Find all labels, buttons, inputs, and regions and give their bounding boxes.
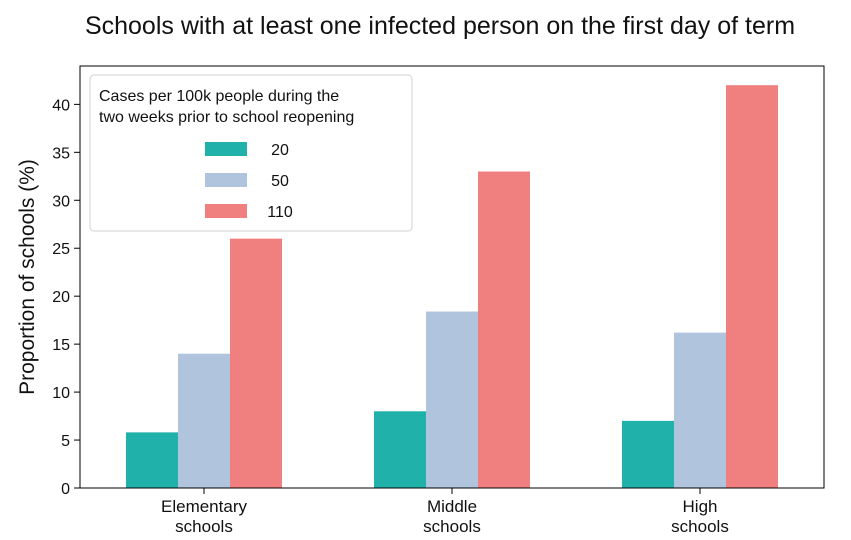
bar-50-0 bbox=[178, 353, 230, 488]
legend-box bbox=[89, 74, 413, 232]
y-axis-label: Proportion of schools (%) bbox=[16, 159, 39, 395]
bar-110-2 bbox=[726, 85, 778, 488]
y-tick-label: 5 bbox=[61, 433, 70, 450]
x-tick-label: Elementary schools bbox=[161, 497, 247, 536]
y-tick-label: 20 bbox=[52, 289, 70, 306]
legend-label-20: 20 bbox=[271, 142, 289, 159]
bar-110-0 bbox=[230, 238, 282, 488]
y-tick-label: 35 bbox=[52, 145, 70, 162]
legend-swatch-50 bbox=[205, 173, 247, 187]
bar-20-1 bbox=[374, 411, 426, 488]
bar-20-0 bbox=[126, 432, 178, 488]
legend-label-110: 110 bbox=[267, 204, 293, 221]
bar-50-1 bbox=[426, 311, 478, 488]
chart-title: Schools with at least one infected perso… bbox=[85, 12, 795, 40]
x-tick-label: High schools bbox=[671, 497, 729, 536]
plot-area: 0 5 10 15 20 25 30 35 40 Elementary schools Middle s… bbox=[52, 65, 825, 536]
x-tick-label: Middle schools bbox=[423, 497, 481, 536]
y-tick-label: 15 bbox=[52, 337, 70, 354]
y-tick-label: 0 bbox=[61, 481, 70, 498]
legend-swatch-20 bbox=[205, 142, 247, 156]
bar-20-2 bbox=[622, 420, 674, 488]
y-tick-label: 30 bbox=[52, 193, 70, 210]
legend: Cases per 100k people during the two week… bbox=[89, 74, 413, 232]
legend-title: Cases per 100k people during the two week… bbox=[99, 88, 354, 126]
legend-swatch-110 bbox=[205, 204, 247, 218]
bar-110-1 bbox=[478, 171, 530, 488]
legend-label-50: 50 bbox=[271, 173, 289, 190]
y-tick-label: 40 bbox=[52, 97, 70, 114]
y-tick-label: 10 bbox=[52, 385, 70, 402]
bar-50-2 bbox=[674, 332, 726, 488]
y-tick-label: 25 bbox=[52, 241, 70, 258]
